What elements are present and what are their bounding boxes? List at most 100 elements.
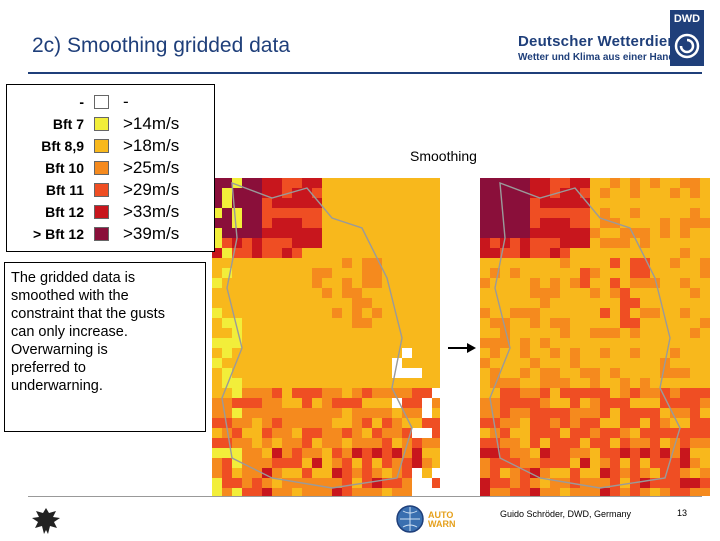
grid-cell bbox=[302, 428, 312, 438]
grid-cell bbox=[222, 358, 232, 368]
grid-cell bbox=[510, 338, 520, 348]
grid-cell bbox=[232, 428, 242, 438]
grid-cell bbox=[302, 488, 312, 496]
grid-cell bbox=[650, 458, 660, 468]
grid-cell bbox=[680, 288, 690, 298]
grid-cell bbox=[352, 348, 362, 358]
grid-cell bbox=[372, 458, 382, 468]
grid-cell bbox=[650, 258, 660, 268]
grid-cell bbox=[272, 478, 282, 488]
grid-cell bbox=[222, 398, 232, 408]
grid-cell bbox=[422, 348, 432, 358]
grid-cell bbox=[352, 418, 362, 428]
grid-cell bbox=[560, 328, 570, 338]
grid-cell bbox=[610, 178, 620, 188]
grid-cell bbox=[412, 458, 422, 468]
grid-cell bbox=[540, 428, 550, 438]
grid-cell bbox=[272, 388, 282, 398]
grid-cell bbox=[262, 428, 272, 438]
grid-cell bbox=[392, 378, 402, 388]
grid-cell bbox=[680, 358, 690, 368]
grid-cell bbox=[342, 378, 352, 388]
grid-cell bbox=[362, 398, 372, 408]
grid-cell bbox=[630, 488, 640, 496]
grid-cell bbox=[212, 488, 222, 496]
grid-cell bbox=[432, 208, 440, 218]
grid-cell bbox=[500, 208, 510, 218]
grid-cell bbox=[570, 188, 580, 198]
grid-cell bbox=[312, 478, 322, 488]
grid-cell bbox=[422, 278, 432, 288]
grid-cell bbox=[660, 378, 670, 388]
grid-cell bbox=[670, 218, 680, 228]
grid-cell bbox=[242, 418, 252, 428]
grid-cell bbox=[660, 288, 670, 298]
grid-cell bbox=[690, 398, 700, 408]
grid-cell bbox=[700, 348, 710, 358]
grid-cell bbox=[222, 378, 232, 388]
grid-cell bbox=[382, 388, 392, 398]
grid-cell bbox=[500, 348, 510, 358]
grid-cell bbox=[520, 308, 530, 318]
legend-value: >25m/s bbox=[123, 158, 180, 177]
grid-cell bbox=[620, 418, 630, 428]
grid-cell bbox=[560, 188, 570, 198]
grid-cell bbox=[372, 368, 382, 378]
grid-cell bbox=[222, 408, 232, 418]
grid-cell bbox=[412, 238, 422, 248]
grid-cell bbox=[232, 188, 242, 198]
grid-cell bbox=[432, 468, 440, 478]
grid-cell bbox=[362, 258, 372, 268]
grid-cell bbox=[372, 448, 382, 458]
grid-cell bbox=[590, 278, 600, 288]
grid-cell bbox=[580, 198, 590, 208]
grid-cell bbox=[650, 448, 660, 458]
grid-cell bbox=[322, 348, 332, 358]
grid-cell bbox=[560, 358, 570, 368]
grid-cell bbox=[650, 368, 660, 378]
grid-cell bbox=[222, 388, 232, 398]
grid-cell bbox=[252, 258, 262, 268]
grid-cell bbox=[422, 288, 432, 298]
grid-cell bbox=[540, 248, 550, 258]
grid-cell bbox=[600, 238, 610, 248]
grid-cell bbox=[520, 288, 530, 298]
grid-cell bbox=[620, 388, 630, 398]
grid-cell bbox=[362, 268, 372, 278]
grid-cell bbox=[362, 238, 372, 248]
grid-cell bbox=[412, 208, 422, 218]
grid-cell bbox=[282, 338, 292, 348]
grid-cell bbox=[630, 388, 640, 398]
grid-cell bbox=[312, 318, 322, 328]
grid-cell bbox=[520, 478, 530, 488]
grid-cell bbox=[292, 398, 302, 408]
legend-label: Bft 11 bbox=[45, 182, 84, 198]
grid-cell bbox=[520, 348, 530, 358]
grid-cell bbox=[352, 478, 362, 488]
grid-cell bbox=[480, 188, 490, 198]
grid-cell bbox=[222, 238, 232, 248]
grid-cell bbox=[660, 268, 670, 278]
grid-cell bbox=[312, 328, 322, 338]
grid-cell bbox=[322, 338, 332, 348]
grid-cell bbox=[232, 458, 242, 468]
grid-cell bbox=[302, 458, 312, 468]
grid-cell bbox=[690, 308, 700, 318]
grid-cell bbox=[302, 408, 312, 418]
grid-cell bbox=[540, 478, 550, 488]
grid-cell bbox=[272, 258, 282, 268]
grid-cell bbox=[660, 198, 670, 208]
grid-cell bbox=[640, 448, 650, 458]
grid-cell bbox=[232, 448, 242, 458]
grid-cell bbox=[382, 348, 392, 358]
grid-cell bbox=[540, 348, 550, 358]
grid-cell bbox=[242, 258, 252, 268]
grid-cell bbox=[480, 198, 490, 208]
grid-cell bbox=[342, 368, 352, 378]
grid-cell bbox=[490, 248, 500, 258]
grid-cell bbox=[352, 218, 362, 228]
grid-cell bbox=[322, 278, 332, 288]
grid-cell bbox=[332, 188, 342, 198]
grid-cell bbox=[490, 198, 500, 208]
grid-cell bbox=[372, 318, 382, 328]
